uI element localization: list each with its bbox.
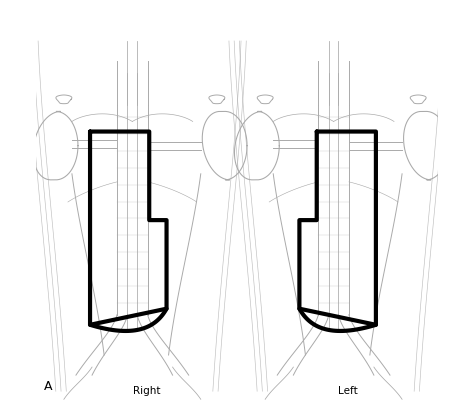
Text: Left: Left (338, 386, 357, 396)
Text: A: A (44, 380, 52, 393)
Text: Right: Right (133, 386, 160, 396)
